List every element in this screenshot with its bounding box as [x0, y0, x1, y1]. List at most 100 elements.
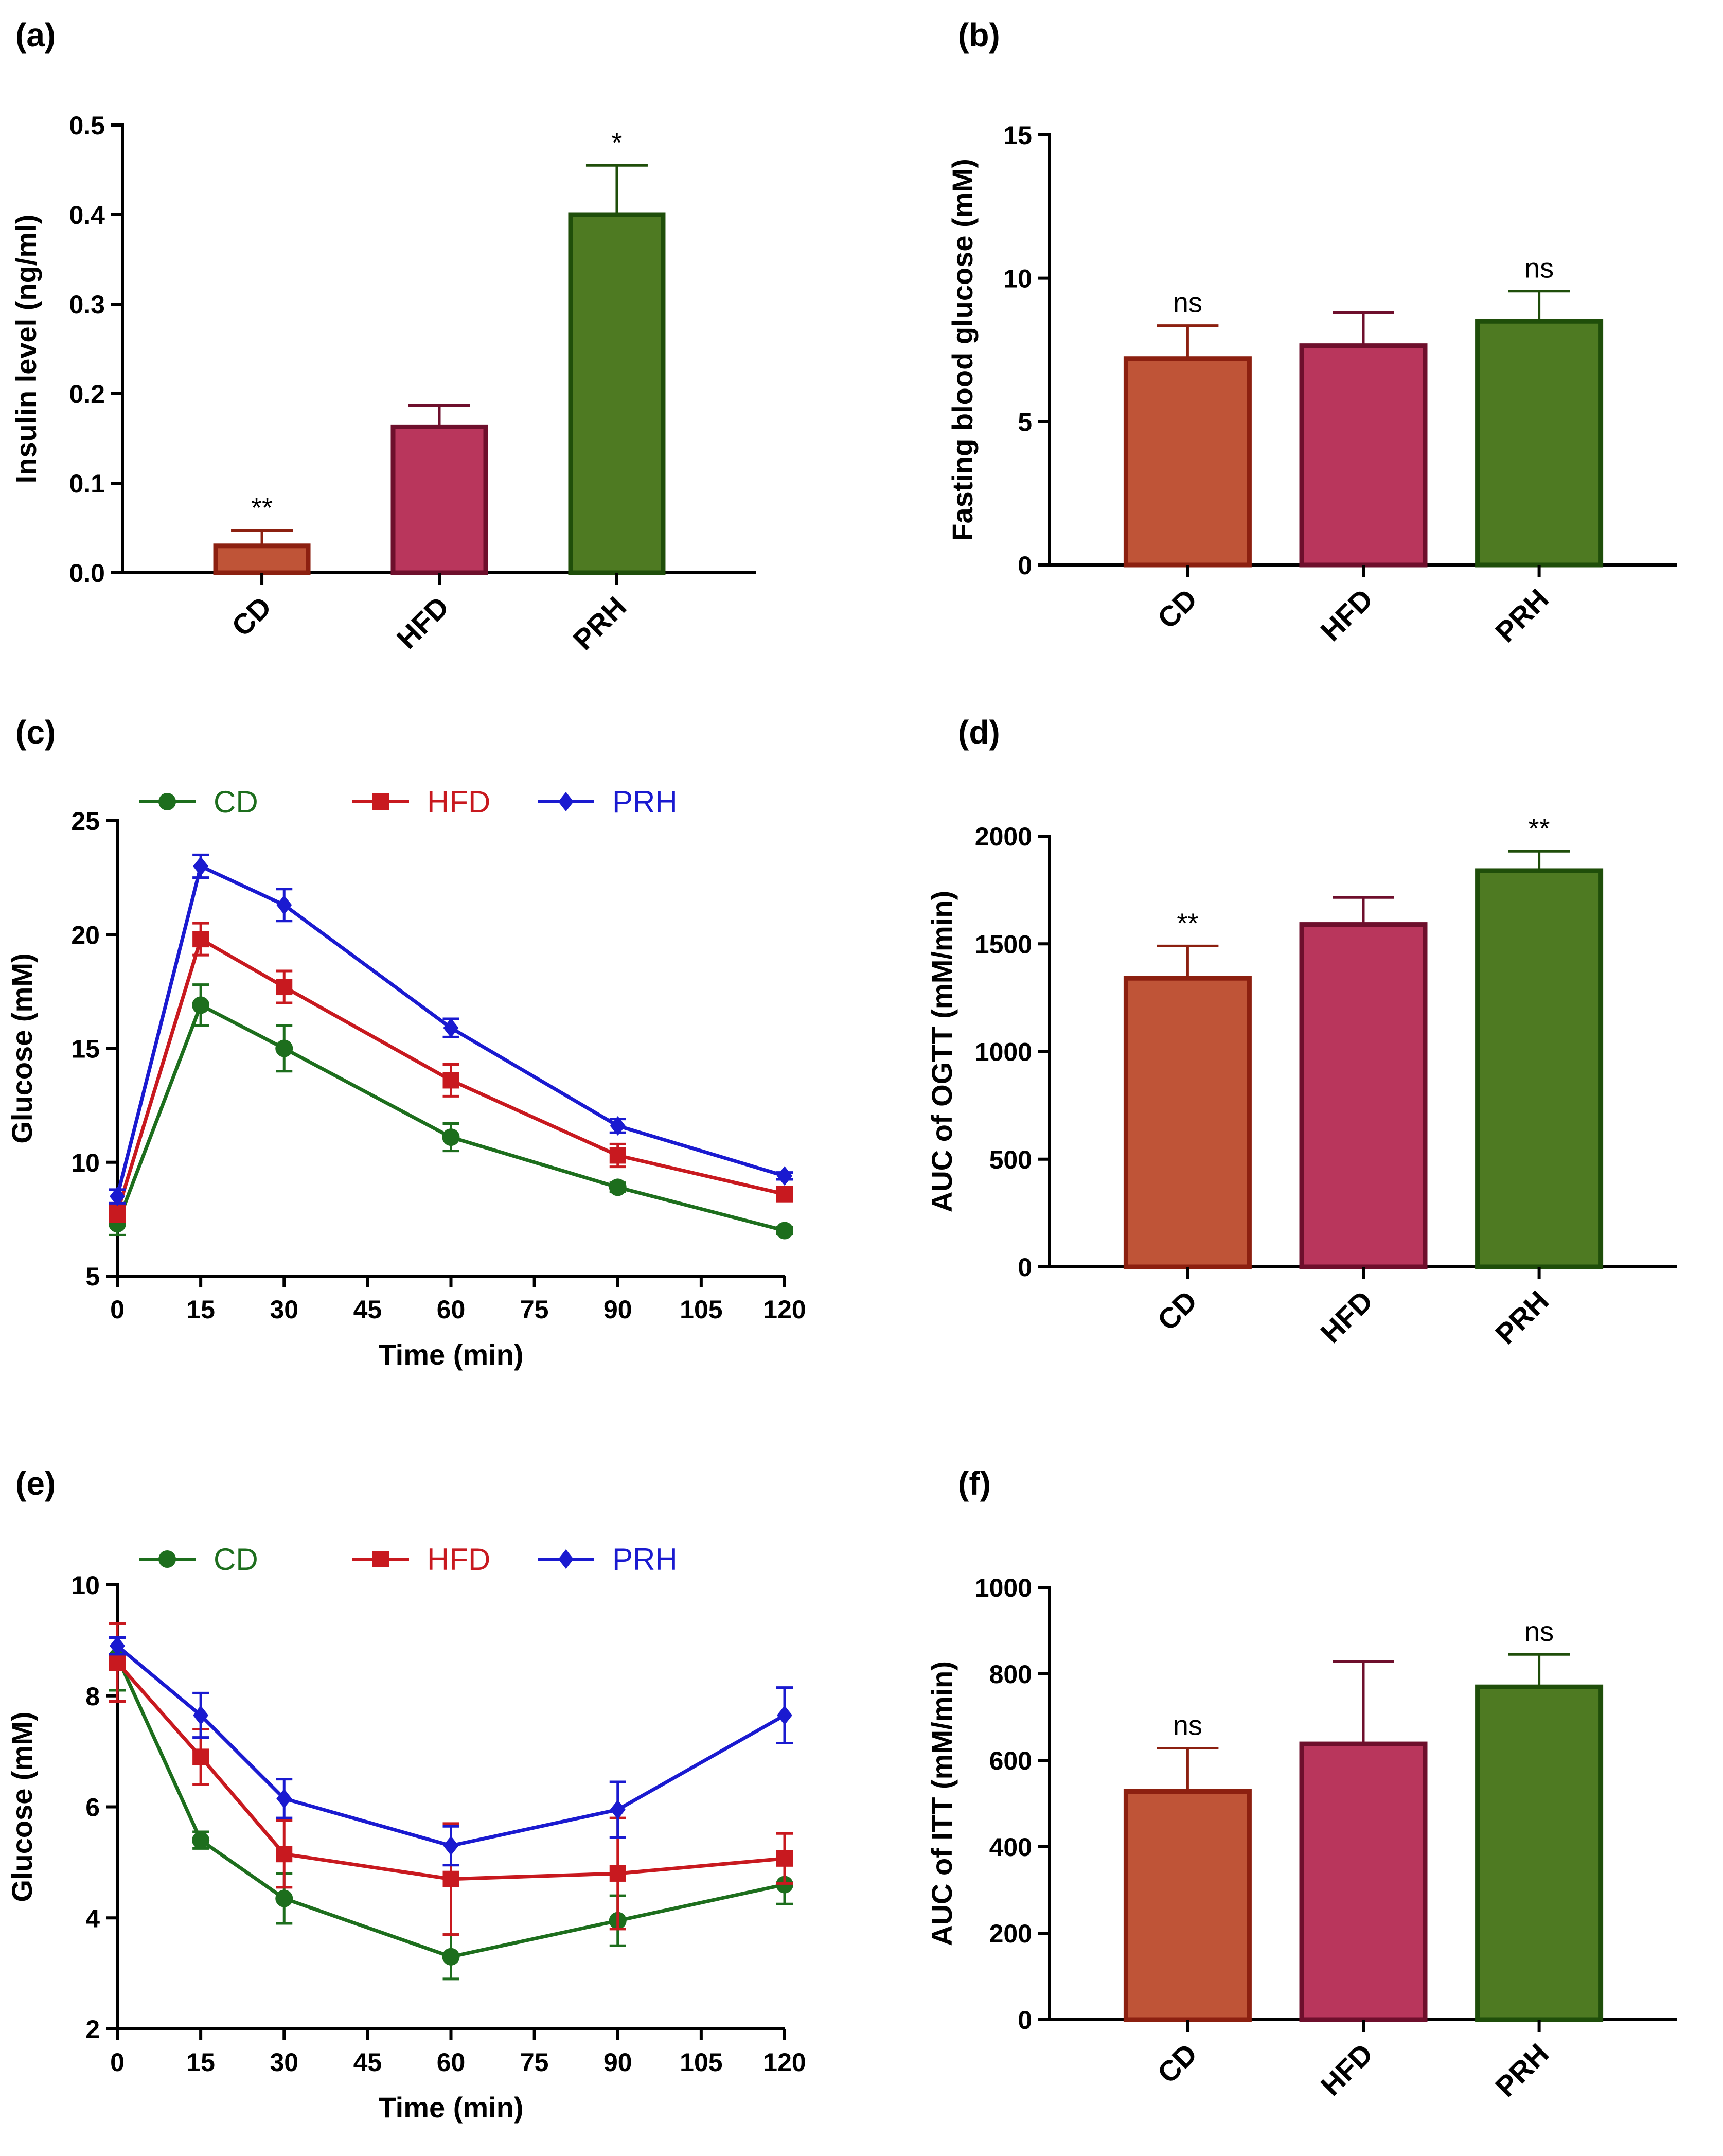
- marker-CD: [275, 1889, 293, 1907]
- marker-PRH: [443, 1018, 459, 1038]
- x-tick-label: 90: [603, 2048, 632, 2077]
- significance-PRH: ns: [1524, 253, 1554, 284]
- bar-CD: [213, 543, 311, 575]
- marker-CD: [442, 1948, 460, 1966]
- bar-CD: [1123, 356, 1252, 568]
- x-tick-label-CD: CD: [1151, 2037, 1203, 2090]
- marker-HFD: [609, 1147, 626, 1164]
- legend-label-PRH: PRH: [612, 785, 678, 819]
- x-tick-label-HFD: HFD: [1315, 582, 1379, 647]
- series-CD: [109, 983, 793, 1240]
- x-tick-label-HFD: HFD: [390, 590, 455, 655]
- y-tick-label: 600: [989, 1746, 1032, 1775]
- marker-HFD: [192, 1748, 209, 1765]
- y-tick-label: 8: [85, 1682, 100, 1711]
- series-line-CD: [115, 1656, 785, 1959]
- y-tick-label: 800: [989, 1660, 1032, 1689]
- marker-CD: [192, 1831, 210, 1849]
- y-tick-label: 5: [1018, 408, 1032, 436]
- x-tick-label: 45: [353, 1295, 382, 1324]
- x-tick-label-CD: CD: [225, 590, 278, 643]
- y-tick-label: 1000: [975, 1038, 1032, 1067]
- y-axis-title: Fasting blood glucose (mM): [946, 158, 979, 541]
- x-tick-label: 0: [110, 1295, 125, 1324]
- marker-CD: [776, 1222, 793, 1240]
- marker-PRH: [276, 895, 292, 915]
- panel-a: (a) 0.0 0.1 0.2 0.3 0.4 0.5 Insulin level (ng/m…: [10, 16, 756, 656]
- panel-label: (d): [958, 714, 1000, 751]
- x-tick-label: 105: [680, 1295, 722, 1324]
- y-tick-label: 4: [85, 1904, 100, 1933]
- x-tick-label: 30: [270, 1295, 298, 1324]
- x-tick-label-PRH: PRH: [1489, 2037, 1555, 2103]
- series-line-HFD: [116, 1661, 785, 1881]
- y-tick-label: 10: [71, 1571, 100, 1600]
- y-tick-label: 0: [1018, 551, 1032, 580]
- bar-HFD: [1299, 1741, 1428, 2022]
- y-tick-label: 0.1: [69, 469, 105, 498]
- series-PRH: [109, 1636, 793, 1867]
- x-tick-label: 75: [520, 1295, 549, 1324]
- y-tick-label: 10: [71, 1148, 100, 1177]
- y-tick-label: 0.2: [69, 380, 105, 409]
- marker-PRH: [276, 1789, 292, 1809]
- significance-PRH: *: [611, 127, 622, 158]
- marker-CD: [158, 793, 176, 810]
- panel-label: (b): [958, 16, 1000, 54]
- marker-PRH: [777, 1166, 792, 1186]
- marker-HFD: [109, 1654, 126, 1671]
- x-tick-label: 75: [520, 2048, 549, 2077]
- significance-CD: ns: [1173, 1710, 1202, 1741]
- marker-HFD: [276, 979, 293, 996]
- legend: CD HFD PRH: [139, 785, 678, 819]
- series-HFD: [109, 922, 793, 1223]
- series-HFD: [109, 1622, 793, 1936]
- panel-f: (f) 0 200 400 600 800 1000 AUC of ITT (mM/min) C…: [926, 1465, 1677, 2103]
- x-tick-label: 45: [353, 2048, 382, 2077]
- x-tick-label: 60: [437, 2048, 466, 2077]
- significance-CD: ns: [1173, 288, 1202, 319]
- y-axis-title: Glucose (mM): [6, 953, 38, 1143]
- panel-b: (b) 0 5 10 15 Fasting blood glucose (mM) CD ns H…: [946, 16, 1677, 648]
- x-tick-label-PRH: PRH: [1489, 582, 1555, 648]
- marker-CD: [275, 1039, 293, 1057]
- significance-PRH: **: [1529, 813, 1550, 844]
- y-tick-label: 6: [85, 1793, 100, 1822]
- marker-PRH: [110, 1187, 125, 1207]
- y-tick-label: 200: [989, 1919, 1032, 1948]
- legend-label-HFD: HFD: [427, 1542, 490, 1577]
- x-tick-label: 60: [437, 1295, 466, 1324]
- x-tick-label: 0: [110, 2048, 125, 2077]
- bar-PRH: [1475, 319, 1604, 568]
- significance-CD: **: [251, 492, 273, 523]
- series-line-PRH: [115, 864, 786, 1197]
- marker-PRH: [558, 1549, 574, 1569]
- bar-PRH: [568, 212, 666, 575]
- marker-HFD: [442, 1870, 459, 1887]
- significance-CD: **: [1177, 908, 1198, 939]
- x-tick-label-PRH: PRH: [1489, 1284, 1555, 1350]
- x-axis-title: Time (min): [378, 2091, 523, 2124]
- y-tick-label: 25: [71, 807, 100, 836]
- x-tick-label: 120: [763, 1295, 806, 1324]
- y-tick-label: 0: [1018, 1253, 1032, 1282]
- x-tick-label: 15: [186, 2048, 215, 2077]
- marker-HFD: [609, 1865, 626, 1882]
- series-line-CD: [115, 1003, 785, 1232]
- panel-label: (a): [15, 16, 56, 54]
- panel-label: (f): [958, 1465, 991, 1502]
- y-tick-label: 15: [71, 1035, 100, 1064]
- bar-CD: [1123, 976, 1252, 1269]
- panel-c: (c) 5 10 15 20 25 Glucose (mM) 0 15 30 45 60 75 90 105…: [6, 714, 806, 1371]
- marker-PRH: [777, 1705, 792, 1725]
- marker-PRH: [443, 1836, 459, 1856]
- y-tick-label: 0.3: [69, 290, 105, 319]
- y-tick-label: 0: [1018, 2006, 1032, 2035]
- marker-PRH: [110, 1636, 125, 1656]
- marker-PRH: [610, 1799, 626, 1819]
- x-tick-label-CD: CD: [1151, 1284, 1203, 1337]
- x-tick-label: 30: [270, 2048, 298, 2077]
- legend-label-CD: CD: [214, 785, 258, 819]
- marker-HFD: [192, 931, 209, 948]
